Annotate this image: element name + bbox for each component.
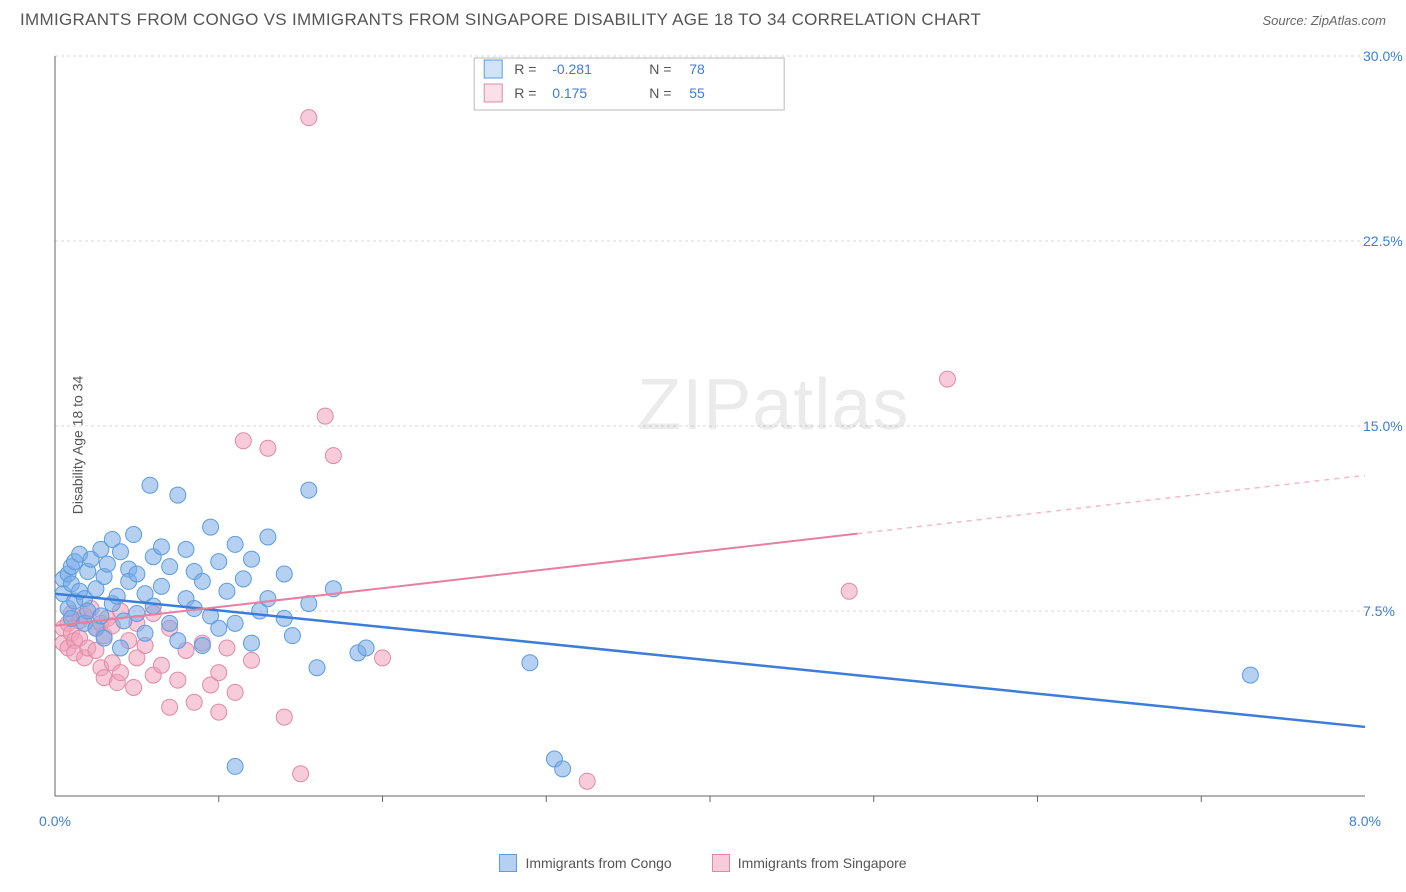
chart-area: Disability Age 18 to 34 7.5% 15.0% 22.5% 30…: [0, 40, 1406, 850]
svg-text:-0.281: -0.281: [552, 61, 592, 77]
chart-header: IMMIGRANTS FROM CONGO VS IMMIGRANTS FROM…: [0, 0, 1406, 36]
source-value: ZipAtlas.com: [1311, 13, 1386, 28]
legend-label: Immigrants from Singapore: [738, 855, 907, 871]
svg-text:15.0%: 15.0%: [1363, 418, 1403, 434]
legend-swatch-blue: [499, 854, 517, 872]
svg-text:8.0%: 8.0%: [1349, 813, 1381, 829]
legend-swatch-pink: [712, 854, 730, 872]
legend-label: Immigrants from Congo: [525, 855, 671, 871]
svg-text:N =: N =: [649, 61, 671, 77]
legend-item-singapore: Immigrants from Singapore: [712, 854, 907, 872]
svg-text:30.0%: 30.0%: [1363, 48, 1403, 64]
svg-text:0.0%: 0.0%: [39, 813, 71, 829]
scatter-plot: 7.5% 15.0% 22.5% 30.0% 0.0% 8.0% R = -0.281 N = 7…: [0, 40, 1406, 850]
svg-text:7.5%: 7.5%: [1363, 603, 1395, 619]
y-axis-label: Disability Age 18 to 34: [69, 376, 85, 515]
svg-text:55: 55: [689, 85, 705, 101]
legend-item-congo: Immigrants from Congo: [499, 854, 671, 872]
svg-text:22.5%: 22.5%: [1363, 233, 1403, 249]
source-credit: Source: ZipAtlas.com: [1262, 13, 1386, 28]
bottom-legend: Immigrants from Congo Immigrants from Si…: [0, 854, 1406, 872]
svg-text:0.175: 0.175: [552, 85, 587, 101]
svg-text:R =: R =: [514, 85, 536, 101]
svg-text:N =: N =: [649, 85, 671, 101]
svg-text:R =: R =: [514, 61, 536, 77]
svg-text:78: 78: [689, 61, 705, 77]
chart-title: IMMIGRANTS FROM CONGO VS IMMIGRANTS FROM…: [20, 10, 981, 30]
source-label: Source:: [1262, 13, 1310, 28]
